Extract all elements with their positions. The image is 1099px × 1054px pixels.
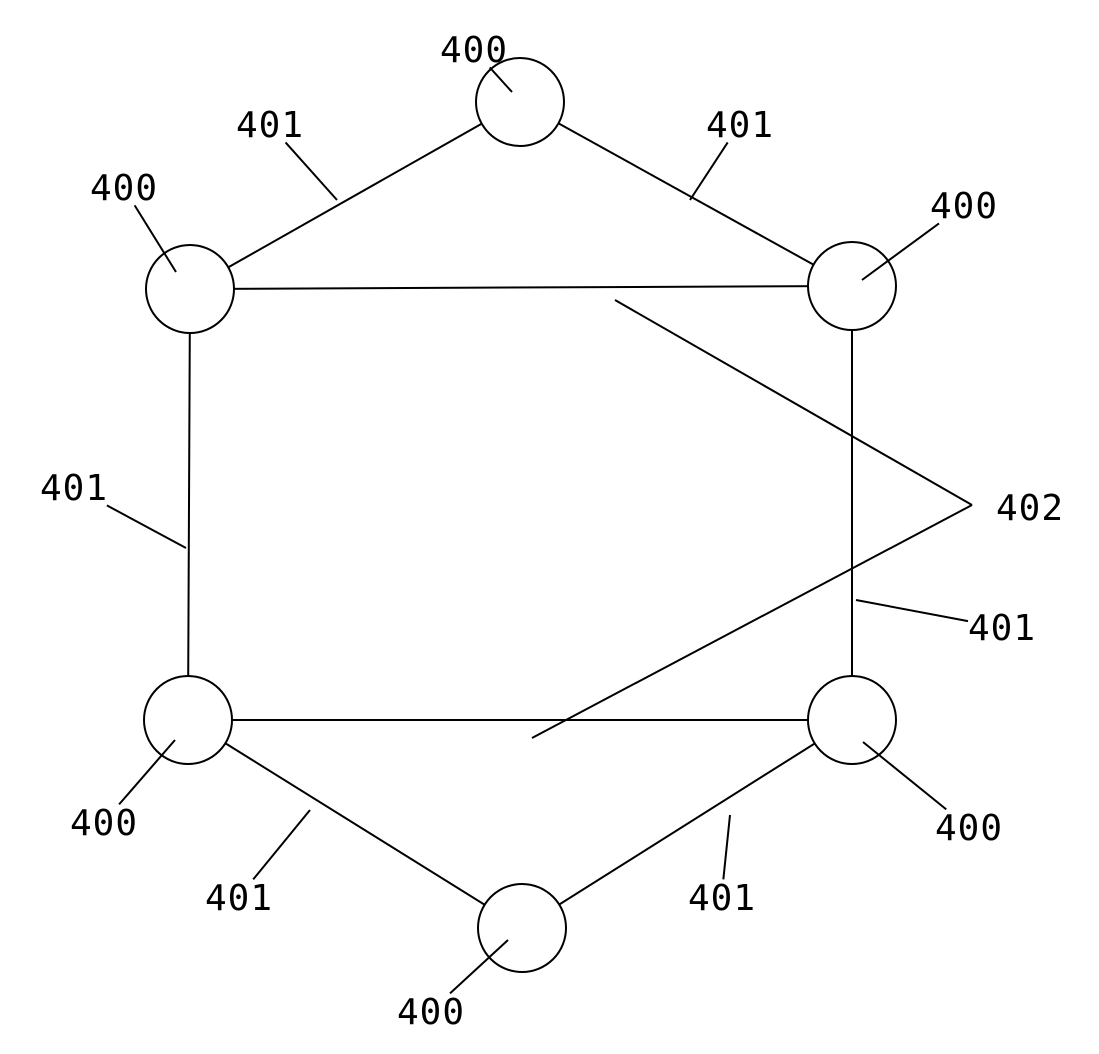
edges-group [188, 102, 972, 928]
reference-label: 400 [90, 168, 158, 209]
reference-label: 401 [968, 608, 1036, 649]
nodes-group [144, 58, 896, 972]
diagram-canvas: 400 400 400 400 400 400 401 401 401 401 401 401 402 [0, 0, 1099, 1054]
edge [190, 286, 852, 289]
reference-label: 400 [935, 808, 1003, 849]
node-circle [476, 58, 564, 146]
node-circle [478, 884, 566, 972]
labels-group: 400 400 400 400 400 400 401 401 401 401 401 401 402 [40, 30, 1064, 1033]
label-leader [253, 810, 310, 879]
reference-label: 400 [440, 30, 508, 71]
reference-label: 401 [40, 468, 108, 509]
node-circle [144, 676, 232, 764]
edge [522, 720, 852, 928]
node-circle [808, 242, 896, 330]
reference-label: 400 [397, 992, 465, 1033]
reference-label: 401 [688, 878, 756, 919]
label-leader [107, 505, 186, 548]
leader-402-upper [615, 300, 972, 505]
label-leader [119, 740, 175, 804]
reference-label: 402 [996, 488, 1064, 529]
edge [188, 289, 190, 720]
reference-label: 401 [706, 105, 774, 146]
leader-402-lower [532, 505, 972, 738]
reference-label: 401 [205, 878, 273, 919]
edge [520, 102, 852, 286]
label-leader [286, 142, 337, 200]
label-leader [863, 742, 946, 809]
label-leader [723, 815, 730, 879]
node-circle [146, 245, 234, 333]
label-leader [856, 600, 968, 621]
reference-label: 401 [236, 105, 304, 146]
node-circle [808, 676, 896, 764]
label-leader [690, 142, 728, 200]
reference-label: 400 [70, 803, 138, 844]
reference-label: 400 [930, 186, 998, 227]
